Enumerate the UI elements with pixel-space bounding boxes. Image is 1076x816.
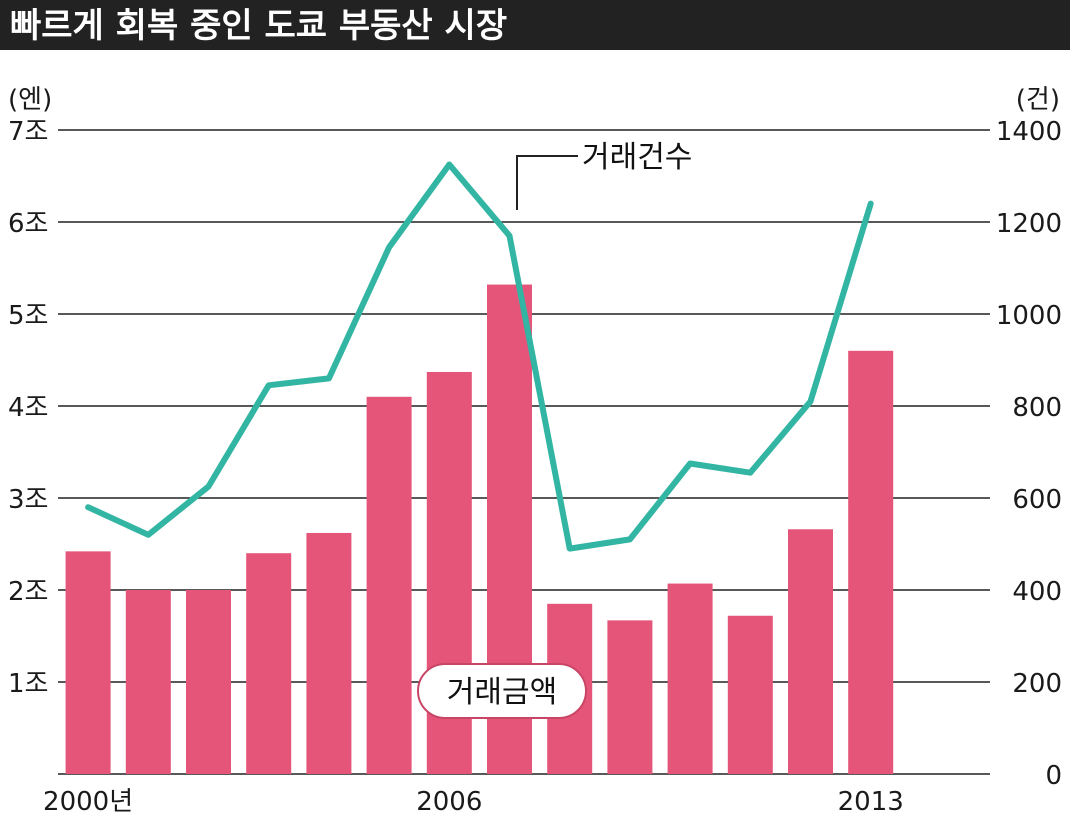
left-tick-label: 2조: [8, 577, 48, 607]
bar-2011: [727, 615, 773, 774]
left-tick-label: 7조: [8, 117, 48, 147]
right-tick-label: 1200: [996, 209, 1062, 239]
bar-2010: [667, 583, 713, 774]
x-tick-label: 2006: [416, 787, 482, 816]
x-axis-ticks: 2000년 2006 2013: [43, 787, 904, 816]
line-series-leader: [516, 155, 578, 210]
left-tick-label: 4조: [8, 393, 48, 423]
left-tick-label: 6조: [8, 209, 48, 239]
right-tick-label: 0: [1045, 761, 1062, 791]
chart-title: 빠르게 회복 중인 도쿄 부동산 시장: [10, 6, 507, 46]
bar-2004: [306, 532, 352, 774]
x-tick-label: 2000년: [43, 787, 133, 816]
line-series: [85, 161, 874, 552]
bar-2005: [366, 396, 412, 774]
bar-2000: [65, 551, 111, 774]
bar-2001: [125, 590, 171, 774]
line-series-label: 거래건수: [582, 140, 692, 175]
bar-series: [65, 284, 894, 774]
bar-2009: [607, 620, 653, 774]
right-tick-label: 600: [1012, 485, 1062, 515]
title-bar: [0, 0, 1070, 50]
left-axis-unit: (엔): [8, 85, 52, 115]
left-axis-ticks: 1조 2조 3조 4조 5조 6조 7조: [8, 117, 48, 699]
right-axis-unit: (건): [1016, 85, 1060, 115]
right-tick-label: 400: [1012, 577, 1062, 607]
bar-2002: [186, 590, 231, 774]
bar-2013: [848, 350, 894, 774]
right-axis-ticks: 0 200 400 600 800 1000 1200 1400: [996, 117, 1062, 791]
bar-series-label: 거래금액: [447, 675, 557, 710]
bar-series-label-box: [417, 663, 587, 719]
right-tick-label: 800: [1012, 393, 1062, 423]
right-tick-label: 1000: [996, 301, 1062, 331]
right-tick-label: 200: [1012, 669, 1062, 699]
x-tick-label: 2013: [838, 787, 904, 816]
trade-count-line: [85, 161, 874, 552]
left-tick-label: 5조: [8, 301, 48, 331]
right-tick-label: 1400: [996, 117, 1062, 147]
bar-2012: [788, 529, 833, 774]
bar-2003: [246, 553, 292, 774]
left-tick-label: 3조: [8, 485, 48, 515]
left-tick-label: 1조: [8, 669, 48, 699]
